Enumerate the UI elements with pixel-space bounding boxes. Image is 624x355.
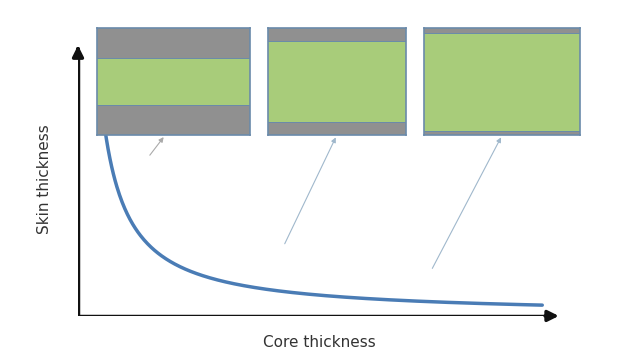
Bar xyxy=(97,28,250,58)
Bar xyxy=(268,41,406,122)
Bar xyxy=(97,58,250,105)
Bar xyxy=(97,105,250,135)
Bar xyxy=(424,131,580,135)
Bar xyxy=(424,28,580,33)
Bar xyxy=(268,122,406,135)
Text: Skin thickness: Skin thickness xyxy=(37,124,52,234)
Text: Core thickness: Core thickness xyxy=(263,335,376,350)
Bar xyxy=(268,28,406,41)
